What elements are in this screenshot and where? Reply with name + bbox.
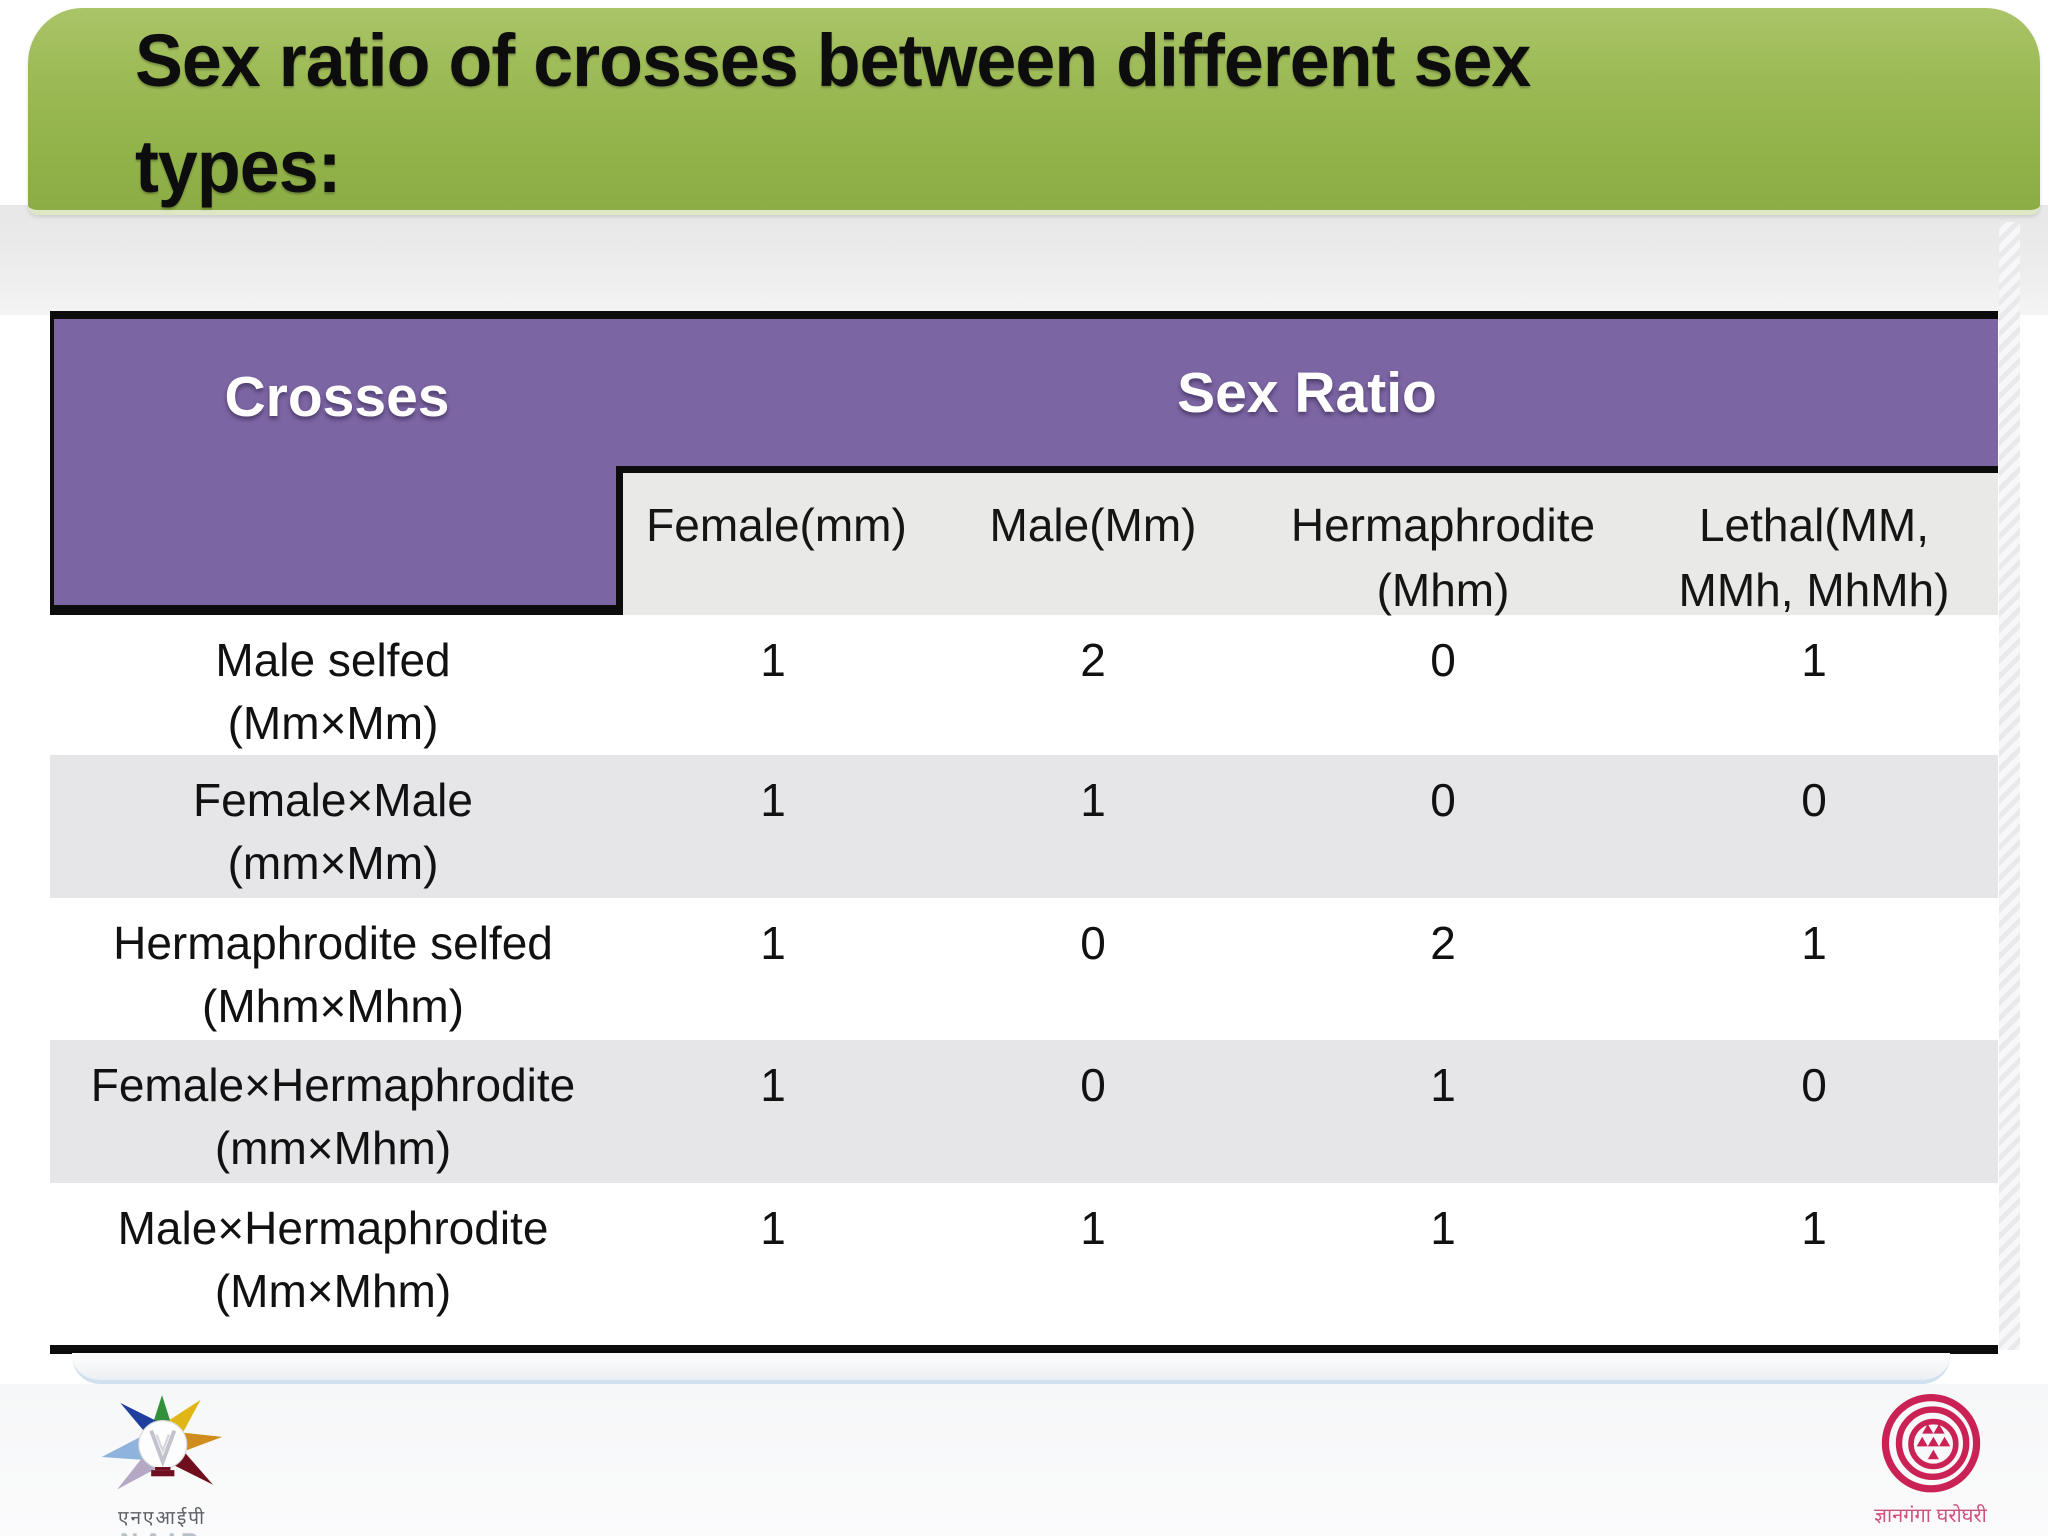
naip-star-icon [101,1395,223,1490]
value-cell-female: 1 [760,917,786,969]
cross-label-cell: Male×Hermaphrodite (Mm×Mhm) [50,1183,616,1345]
cross-label-line1: Female×Male [193,774,473,826]
content-panel-bottom-edge [72,1353,1950,1384]
spiral-icon [1881,1394,1980,1493]
value-cell-lethal: 0 [1801,774,1827,826]
value-cell-female: 1 [760,774,786,826]
column-header-hermaphrodite: Hermaphrodite (Mhm) [1256,473,1630,616]
cross-label-cell: Male selfed (Mm×Mm) [50,615,616,755]
column-header-female: Female(mm) [623,473,930,615]
cross-label-line1: Male selfed [215,634,451,686]
footer-background [0,1384,2048,1536]
title-banner: Sex ratio of crosses between different s… [28,8,2040,215]
table-row: Female×Hermaphrodite (mm×Mhm) 1 0 1 0 [50,1040,1998,1183]
value-cell-male: 2 [1080,634,1106,686]
cross-label-line1: Hermaphrodite selfed [113,917,553,969]
right-shadow-strip [1999,222,2020,1350]
cross-label-line2: (mm×Mm) [227,837,439,889]
sex-ratio-header-label: Sex Ratio [1177,360,1437,425]
column-header-lethal: Lethal(MM, MMh, MhMh) [1630,473,1998,616]
sex-ratio-table: Crosses Sex Ratio Female(mm) Male(Mm) He… [50,311,1998,1354]
cross-label-line1: Male×Hermaphrodite [117,1202,549,1254]
value-cell-male: 0 [1080,1059,1106,1111]
cross-label-line2: (Mm×Mhm) [214,1265,452,1317]
cross-label-line2: (Mhm×Mhm) [202,980,464,1032]
table-header: Crosses Sex Ratio Female(mm) Male(Mm) He… [50,311,1998,616]
spiral-logo: ज्ञानगंगा घरोघरी [1858,1392,2003,1528]
subheader-row: Female(mm) Male(Mm) Hermaphrodite (Mhm) … [616,466,1998,616]
table-row: Male selfed (Mm×Mm) 1 2 0 1 [50,615,1998,755]
cross-label-line2: (Mm×Mm) [227,697,439,749]
value-cell-female: 1 [760,1202,786,1254]
table-body: Male selfed (Mm×Mm) 1 2 0 1 Female×Male … [50,615,1998,1354]
value-cell-hermaphrodite: 1 [1430,1059,1456,1111]
value-cell-hermaphrodite: 2 [1430,917,1456,969]
column-header-hermaphrodite-line1: Hermaphrodite [1290,499,1596,551]
page-title-line2: types: [135,125,342,208]
background-band [0,205,2048,315]
crosses-header-label: Crosses [224,364,450,429]
value-cell-male: 1 [1080,774,1106,826]
value-cell-hermaphrodite: 0 [1430,634,1456,686]
column-header-male: Male(Mm) [930,473,1256,615]
value-cell-female: 1 [760,634,786,686]
cross-label-cell: Female×Male (mm×Mm) [50,755,616,898]
naip-acronym-label: NAIP [82,1530,242,1536]
column-header-hermaphrodite-line2: (Mhm) [1376,564,1510,616]
page-title-line1: Sex ratio of crosses between different s… [135,19,1531,102]
column-header-male-label: Male(Mm) [989,499,1197,551]
column-header-female-label: Female(mm) [646,499,907,551]
value-cell-lethal: 0 [1801,1059,1827,1111]
value-cell-lethal: 1 [1801,1202,1827,1254]
table-row: Hermaphrodite selfed (Mhm×Mhm) 1 0 2 1 [50,898,1998,1040]
value-cell-hermaphrodite: 1 [1430,1202,1456,1254]
value-cell-lethal: 1 [1801,634,1827,686]
sex-ratio-header-cell: Sex Ratio [616,311,1998,466]
cross-label-line2: (mm×Mhm) [214,1122,452,1174]
value-cell-female: 1 [760,1059,786,1111]
column-header-lethal-line1: Lethal(MM, [1698,499,1930,551]
cross-label-cell: Female×Hermaphrodite (mm×Mhm) [50,1040,616,1183]
table-row: Male×Hermaphrodite (Mm×Mhm) 1 1 1 1 [50,1183,1998,1345]
value-cell-hermaphrodite: 0 [1430,774,1456,826]
value-cell-male: 1 [1080,1202,1106,1254]
naip-devanagari-label: एनएआईपी [117,1508,207,1529]
naip-logo: एनएआईपी NAIP [82,1392,242,1536]
value-cell-lethal: 1 [1801,917,1827,969]
page-title: Sex ratio of crosses between different s… [135,8,1531,220]
table-row: Female×Male (mm×Mm) 1 1 0 0 [50,755,1998,898]
spiral-logo-caption: ज्ञानगंगा घरोघरी [1874,1505,1987,1527]
column-header-lethal-line2: MMh, MhMh) [1678,564,1950,616]
cross-label-cell: Hermaphrodite selfed (Mhm×Mhm) [50,898,616,1040]
cross-label-line1: Female×Hermaphrodite [90,1059,576,1111]
value-cell-male: 0 [1080,917,1106,969]
crosses-header-cell: Crosses [50,311,616,615]
